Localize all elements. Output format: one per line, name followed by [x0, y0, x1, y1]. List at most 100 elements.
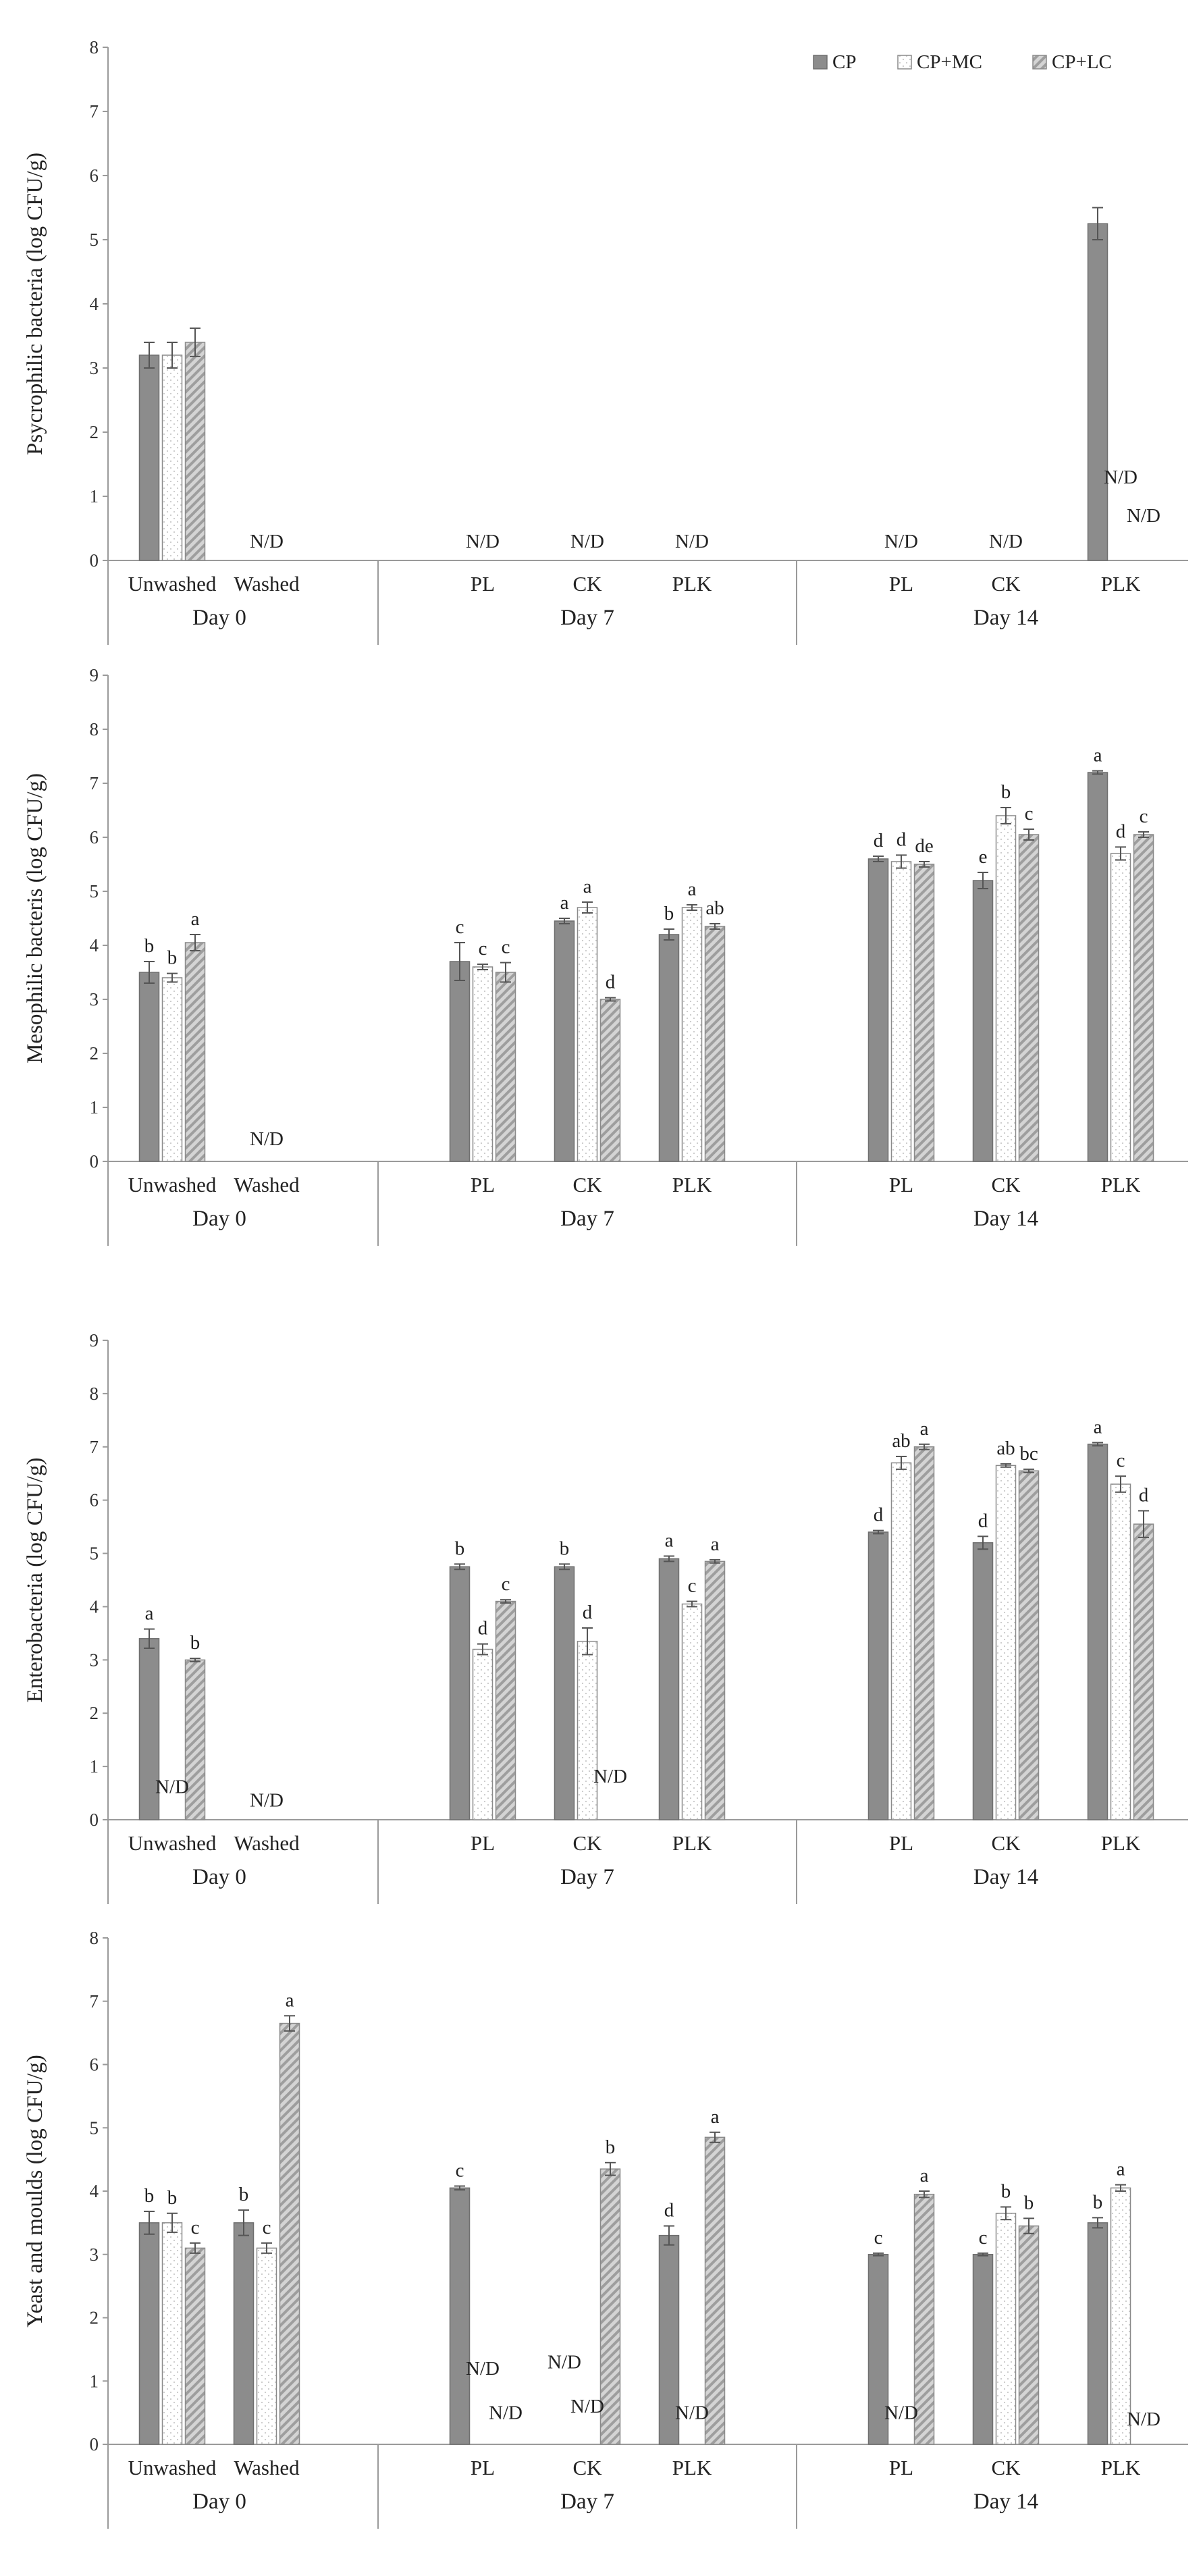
significance-letter: c [456, 2160, 464, 2182]
y-tick-label: 0 [90, 2434, 99, 2454]
significance-letter: d [897, 829, 907, 850]
x-tick-label: Washed [234, 1173, 300, 1197]
y-tick-label: 1 [90, 1097, 99, 1118]
bar [1110, 1483, 1131, 1820]
x-tick-label: PLK [672, 1831, 712, 1855]
bar [599, 2168, 621, 2445]
chart-panel-3: 0 1 2 3 4 5 6 7 8 9 Enterobacteria (log CFU/g) Unwa… [23, 1330, 1188, 1904]
y-tick-label: 3 [90, 2244, 99, 2265]
x-tick-label: PL [471, 2456, 495, 2479]
y-tick-label: 1 [90, 1756, 99, 1777]
x-tick-label: PLK [1101, 572, 1141, 596]
significance-letter: ab [705, 897, 724, 919]
significance-letter: a [583, 876, 592, 897]
day-group-label: Day 0 [192, 2490, 246, 2514]
bar [1018, 834, 1040, 1162]
significance-letter: d [478, 1618, 488, 1639]
bar [472, 1648, 493, 1820]
x-tick-label: PLK [1101, 1173, 1141, 1197]
significance-letter: a [1094, 1416, 1102, 1438]
x-tick-label: Washed [234, 1831, 300, 1855]
significance-letter: c [1117, 1450, 1125, 1471]
significance-letter: a [688, 878, 697, 900]
bar [184, 342, 206, 561]
bar [995, 2213, 1017, 2445]
significance-letter: b [664, 903, 674, 924]
bar [449, 1566, 471, 1820]
legend-label: CP+LC [1052, 51, 1112, 73]
not-detected-label: N/D [1127, 2409, 1160, 2430]
day-group-label: Day 7 [560, 1865, 614, 1889]
not-detected-label: N/D [547, 2352, 581, 2373]
x-tick-label: Washed [234, 2456, 300, 2479]
significance-letter: b [1001, 2180, 1011, 2202]
y-tick-label: 4 [90, 1596, 99, 1616]
x-tick-label: CK [572, 1831, 602, 1855]
day-group-label: Day 14 [973, 1207, 1038, 1231]
significance-letter: a [1094, 745, 1102, 766]
y-tick-label: 1 [90, 2371, 99, 2391]
not-detected-label: N/D [884, 2402, 918, 2424]
y-axis-title: Psycrophilic bacteria (log CFU/g) [23, 153, 47, 455]
y-tick-label: 8 [90, 37, 99, 57]
day-group-label: Day 14 [973, 2490, 1038, 2514]
y-tick-label: 6 [90, 1490, 99, 1510]
bar [658, 2234, 680, 2445]
y-tick-label: 7 [90, 1437, 99, 1457]
y-tick-label: 4 [90, 294, 99, 314]
y-tick-label: 1 [90, 486, 99, 506]
not-detected-label: N/D [489, 2402, 523, 2424]
significance-letter: ab [892, 1430, 910, 1452]
x-tick-label: PL [889, 2456, 913, 2479]
x-tick-label: PLK [672, 2456, 712, 2479]
y-axis-title: Mesophilic bacteris (log CFU/g) [23, 773, 47, 1063]
bar [495, 1600, 516, 1820]
y-tick-label: 6 [90, 827, 99, 847]
bar [995, 815, 1017, 1162]
x-tick-label: CK [991, 572, 1021, 596]
bar [658, 1558, 680, 1820]
y-axis-title: Yeast and moulds (log CFU/g) [23, 2055, 47, 2328]
significance-letter: b [1001, 781, 1011, 803]
significance-letter: d [978, 1510, 988, 1531]
bar [449, 961, 471, 1162]
x-tick-label: PL [889, 572, 913, 596]
x-tick-label: CK [991, 1831, 1021, 1855]
significance-letter: a [286, 1989, 294, 2011]
significance-letter: c [479, 938, 487, 960]
bar [279, 2022, 300, 2445]
bar [1133, 1523, 1154, 1820]
significance-letter: a [560, 892, 569, 914]
legend-label: CP [832, 51, 856, 73]
significance-letter: a [665, 1530, 674, 1552]
bar [138, 2222, 160, 2445]
bar [867, 858, 889, 1162]
bar [138, 972, 160, 1162]
bar [972, 880, 994, 1162]
x-tick-label: CK [991, 1173, 1021, 1197]
day-group-label: Day 7 [560, 1207, 614, 1231]
bar [554, 920, 575, 1162]
significance-letter: b [560, 1537, 570, 1559]
bar [972, 2254, 994, 2445]
y-tick-label: 2 [90, 2308, 99, 2328]
bar [1087, 2222, 1108, 2445]
bar [472, 966, 493, 1162]
not-detected-label: N/D [250, 1789, 284, 1811]
y-tick-label: 7 [90, 773, 99, 793]
y-tick-label: 8 [90, 1928, 99, 1948]
y-tick-label: 9 [90, 1330, 99, 1350]
not-detected-label: N/D [250, 1128, 284, 1150]
x-tick-label: Unwashed [128, 1831, 217, 1855]
x-tick-label: PL [889, 1173, 913, 1197]
significance-letter: d [1116, 820, 1126, 842]
x-tick-label: PL [889, 1831, 913, 1855]
bar [867, 1531, 889, 1820]
day-group-label: Day 0 [192, 606, 246, 630]
x-tick-label: PL [471, 572, 495, 596]
significance-letter: d [874, 830, 884, 851]
bar [138, 354, 160, 561]
bar [913, 864, 935, 1162]
y-tick-label: 7 [90, 101, 99, 122]
y-tick-label: 2 [90, 1043, 99, 1063]
